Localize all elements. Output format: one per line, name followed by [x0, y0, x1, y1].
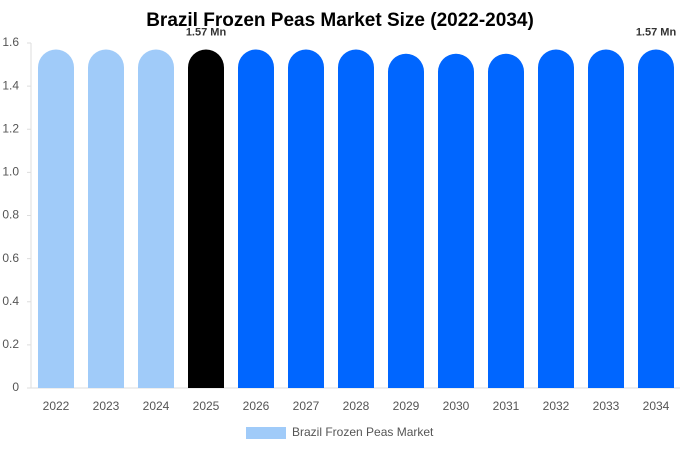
x-tick-label: 2027 [293, 399, 320, 413]
x-tick-label: 2033 [593, 399, 620, 413]
x-tick-label: 2024 [143, 399, 170, 413]
y-tick-label: 0.6 [2, 251, 19, 265]
x-tick-label: 2029 [393, 399, 420, 413]
bar [338, 49, 374, 388]
y-tick-label: 1.4 [2, 78, 19, 92]
y-tick-label: 0 [12, 380, 19, 394]
bar [238, 49, 274, 388]
x-tick-label: 2025 [193, 399, 220, 413]
value-label: 1.57 Mn [186, 26, 227, 38]
bar [638, 49, 674, 388]
legend-swatch [246, 427, 286, 439]
x-tick-label: 2030 [443, 399, 470, 413]
y-tick-label: 0.4 [2, 294, 19, 308]
y-tick-label: 1.0 [2, 165, 19, 179]
x-tick-label: 2032 [543, 399, 570, 413]
bar [88, 49, 124, 388]
bar [138, 49, 174, 388]
chart-title: Brazil Frozen Peas Market Size (2022-203… [146, 10, 534, 31]
y-tick-label: 1.2 [2, 121, 19, 135]
legend-label: Brazil Frozen Peas Market [292, 425, 434, 439]
y-tick-label: 0.2 [2, 337, 19, 351]
y-tick-label: 0.8 [2, 208, 19, 222]
value-label: 1.57 Mn [636, 26, 677, 38]
bar [438, 53, 474, 388]
bar [538, 49, 574, 388]
bar [288, 49, 324, 388]
x-tick-label: 2034 [643, 399, 670, 413]
bar [488, 53, 524, 388]
bar [188, 49, 224, 388]
y-tick-label: 1.6 [2, 35, 19, 49]
bar [388, 53, 424, 388]
x-tick-label: 2022 [43, 399, 70, 413]
x-tick-label: 2023 [93, 399, 120, 413]
x-tick-label: 2031 [493, 399, 520, 413]
bar [38, 49, 74, 388]
bar [588, 49, 624, 388]
x-tick-label: 2026 [243, 399, 270, 413]
x-tick-label: 2028 [343, 399, 370, 413]
